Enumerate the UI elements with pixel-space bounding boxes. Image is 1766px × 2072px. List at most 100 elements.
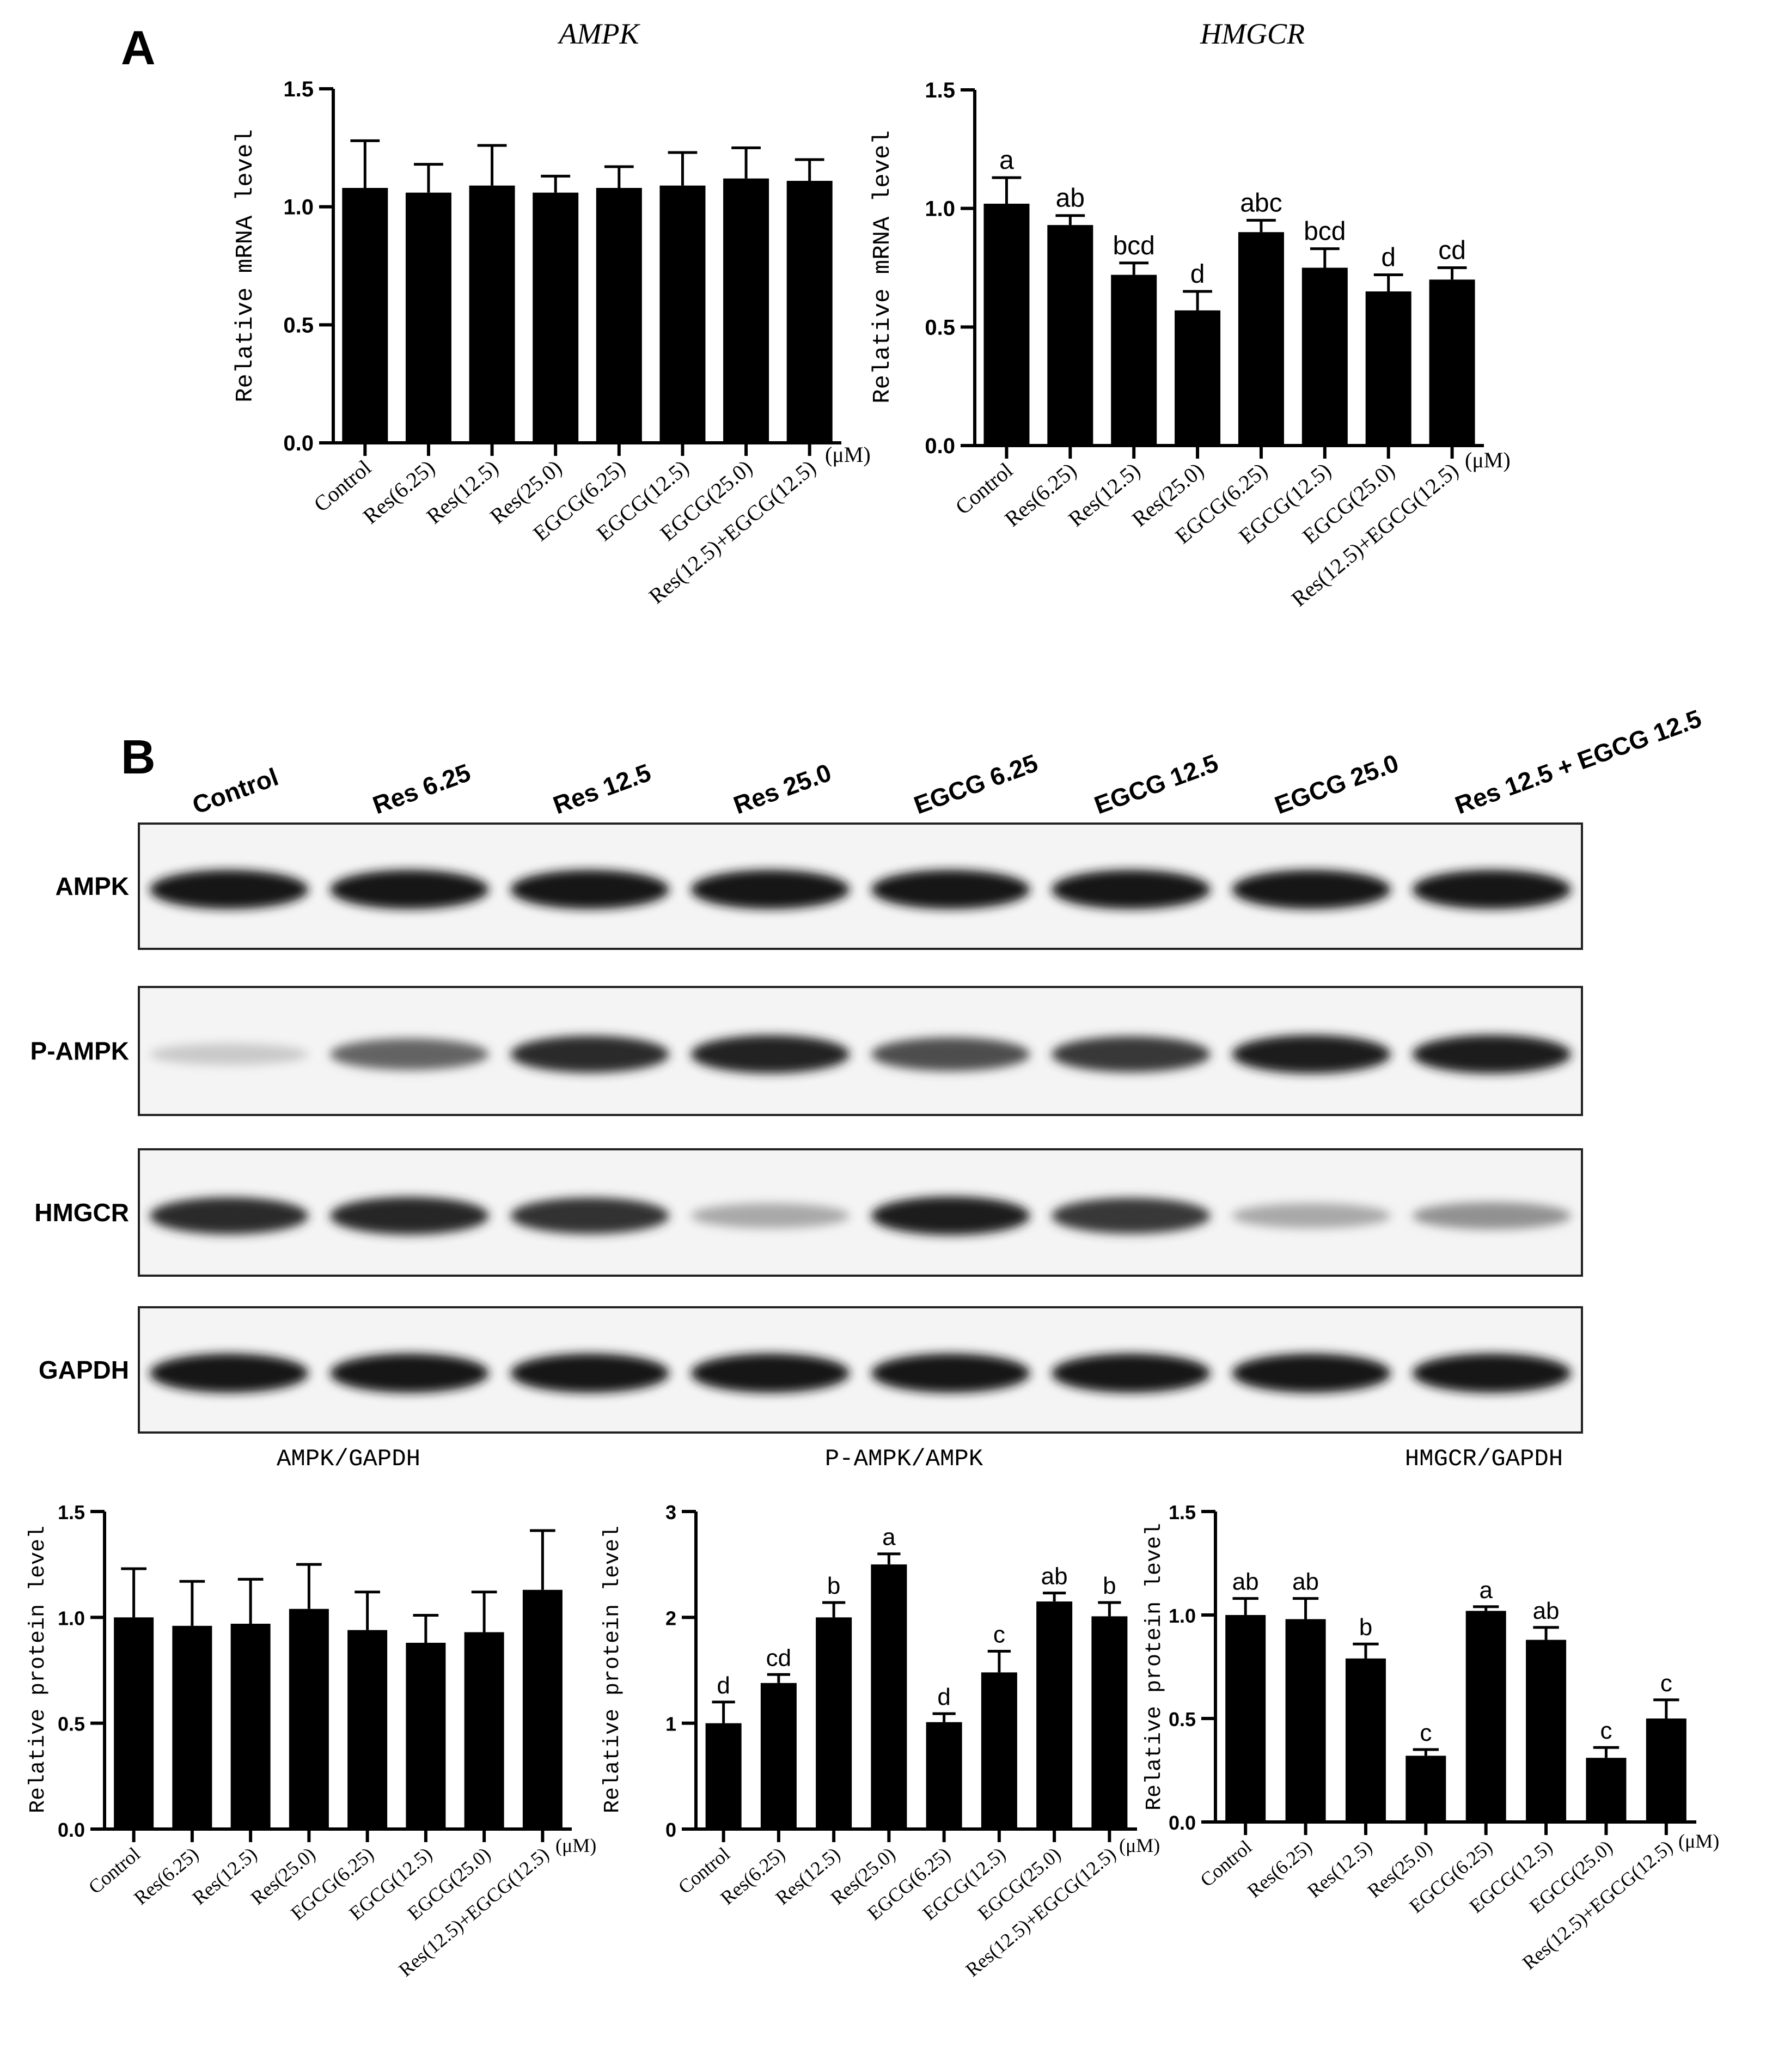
bar xyxy=(1526,1640,1567,1822)
bar xyxy=(1047,225,1093,446)
blot-row-label: GAPDH xyxy=(39,1356,129,1384)
panel-label-a: A xyxy=(121,21,156,75)
blot-band xyxy=(1052,870,1211,909)
bar xyxy=(1285,1619,1326,1822)
lane-label: Res 6.25 xyxy=(369,758,474,820)
bar xyxy=(1111,275,1157,446)
x-tick-label: Res(12.5) xyxy=(1064,458,1145,531)
blot-row-hmgcr: HMGCR xyxy=(34,1148,1583,1277)
bar xyxy=(981,1672,1017,1829)
bar xyxy=(522,1589,563,1829)
bar xyxy=(1345,1658,1386,1822)
significance-letter: cd xyxy=(766,1644,791,1671)
blot-band xyxy=(330,1354,489,1393)
y-axis-label: Relative protein level xyxy=(1142,1523,1167,1811)
blot-row-ampk: AMPK xyxy=(56,822,1583,950)
bar xyxy=(172,1625,212,1829)
bar xyxy=(760,1683,797,1829)
blot-band xyxy=(1412,1354,1572,1393)
y-tick-label: 1.5 xyxy=(283,77,314,101)
blot-band xyxy=(1232,1035,1391,1074)
bar xyxy=(596,188,642,443)
y-tick-label: 1.0 xyxy=(1169,1605,1196,1627)
bar-chart-3: AMPK/GAPDH Relative protein level 0.0 0.5 1.… xyxy=(26,1446,596,1981)
significance-letter: cd xyxy=(1438,236,1466,265)
y-tick-label: 0.5 xyxy=(58,1713,85,1735)
significance-letter: ab xyxy=(1232,1569,1259,1595)
significance-letter: bcd xyxy=(1113,231,1154,260)
blot-band xyxy=(871,1354,1030,1393)
bar xyxy=(1301,267,1348,446)
panel-label-b: B xyxy=(121,730,156,784)
significance-letter: ab xyxy=(1041,1563,1068,1590)
y-axis-label: Relative mRNA level xyxy=(869,130,896,404)
significance-letter: ab xyxy=(1056,184,1085,213)
blot-band xyxy=(1232,1203,1391,1228)
bar xyxy=(1091,1616,1128,1829)
x-tick-label: Res(6.25) xyxy=(130,1843,203,1909)
significance-letter: d xyxy=(937,1684,950,1710)
blot-band xyxy=(1052,1198,1211,1234)
y-tick-label: 0.0 xyxy=(1169,1812,1196,1834)
y-tick-label: 0 xyxy=(665,1819,676,1841)
y-tick-label: 2 xyxy=(665,1607,676,1629)
bar xyxy=(1406,1756,1446,1822)
blot-band xyxy=(871,870,1030,909)
chart-title: AMPK xyxy=(558,17,641,50)
y-tick-label: 0.5 xyxy=(283,313,314,337)
blot-band xyxy=(690,1035,850,1074)
blot-band xyxy=(1052,1354,1211,1393)
blot-band xyxy=(510,1197,669,1234)
bar xyxy=(230,1623,271,1829)
blot-band xyxy=(1052,1036,1211,1072)
bar xyxy=(289,1608,329,1829)
blot-row-label: AMPK xyxy=(56,872,129,900)
significance-letter: d xyxy=(1381,243,1396,272)
blot-band xyxy=(690,870,850,909)
blot-band xyxy=(149,1197,309,1234)
bar xyxy=(464,1632,504,1829)
blot-band xyxy=(1412,870,1572,909)
bar xyxy=(659,185,706,443)
blot-band xyxy=(510,1035,669,1073)
blot-band xyxy=(330,1038,489,1070)
bar xyxy=(1646,1718,1686,1822)
bar xyxy=(705,1723,742,1829)
blot-band xyxy=(149,1043,309,1065)
lane-label: Res 12.5 + EGCG 12.5 xyxy=(1451,704,1705,819)
bar xyxy=(1586,1758,1627,1822)
bar xyxy=(114,1617,154,1829)
lane-label: Res 12.5 xyxy=(549,758,655,820)
blot-band xyxy=(690,1354,850,1393)
bar xyxy=(405,192,451,443)
significance-letter: b xyxy=(1103,1573,1116,1599)
blot-band xyxy=(330,1197,489,1235)
y-tick-label: 1.5 xyxy=(1169,1501,1196,1523)
significance-letter: a xyxy=(882,1524,896,1551)
y-tick-label: 0.0 xyxy=(283,431,314,455)
bar xyxy=(1465,1611,1506,1822)
blot-row-gapdh: GAPDH xyxy=(39,1306,1583,1434)
significance-letter: d xyxy=(717,1672,730,1699)
significance-letter: c xyxy=(1600,1717,1612,1744)
y-tick-label: 1.5 xyxy=(58,1501,85,1523)
blot-band xyxy=(1232,1354,1391,1393)
blot-band xyxy=(690,1203,850,1228)
significance-letter: c xyxy=(1660,1670,1672,1697)
significance-letter: b xyxy=(1359,1614,1372,1641)
y-axis-label: Relative mRNA level xyxy=(232,129,259,403)
lane-label: EGCG 12.5 xyxy=(1091,748,1222,819)
y-tick-label: 1.0 xyxy=(58,1607,85,1629)
y-tick-label: 1 xyxy=(665,1713,676,1735)
unit-label: (μM) xyxy=(1119,1835,1160,1856)
significance-letter: ab xyxy=(1533,1598,1560,1624)
lane-label: Res 25.0 xyxy=(730,758,835,820)
unit-label: (μM) xyxy=(555,1835,596,1856)
blot-row-p-ampk: P-AMPK xyxy=(30,986,1583,1116)
unit-label: (μM) xyxy=(1678,1830,1719,1852)
blot-band xyxy=(1412,1202,1572,1229)
